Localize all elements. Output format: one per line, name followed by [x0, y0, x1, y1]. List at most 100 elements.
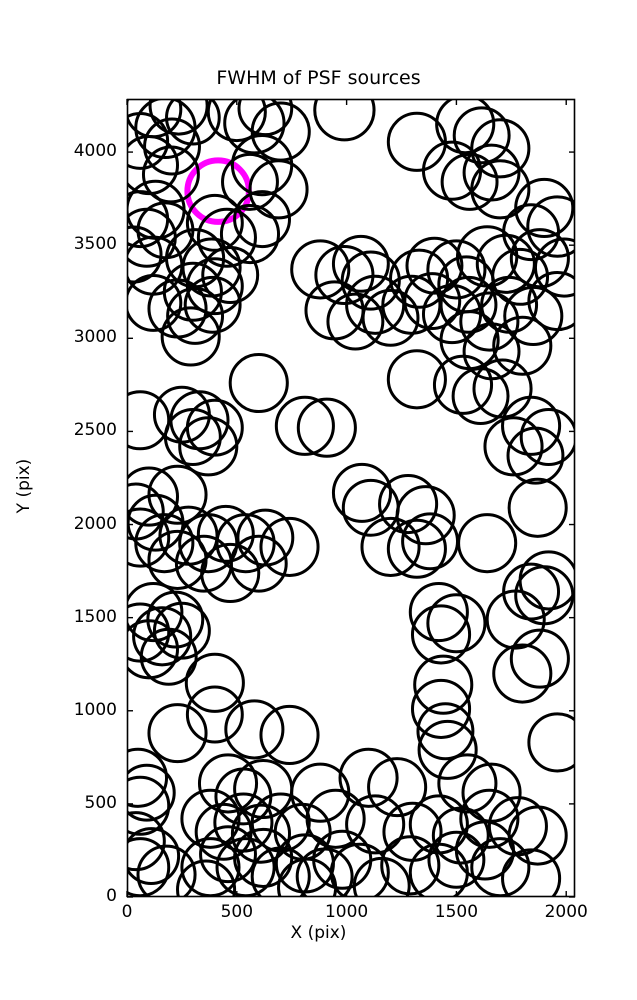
- psf-source-marker[interactable]: [274, 395, 335, 456]
- psf-source-marker[interactable]: [340, 250, 401, 311]
- psf-source-marker[interactable]: [206, 83, 267, 143]
- psf-source-marker[interactable]: [185, 685, 244, 744]
- psf-source-marker[interactable]: [410, 678, 472, 739]
- psf-source-marker[interactable]: [367, 757, 428, 818]
- psf-source-marker[interactable]: [134, 513, 195, 574]
- psf-source-marker[interactable]: [338, 747, 399, 808]
- psf-source-marker[interactable]: [472, 358, 533, 419]
- psf-source-marker[interactable]: [120, 466, 180, 527]
- psf-source-marker[interactable]: [403, 272, 462, 331]
- psf-source-marker[interactable]: [483, 416, 544, 477]
- psf-source-marker[interactable]: [200, 542, 261, 604]
- psf-source-marker[interactable]: [492, 643, 553, 704]
- psf-source-marker[interactable]: [519, 408, 576, 466]
- psf-source-marker[interactable]: [527, 271, 586, 332]
- psf-source-marker[interactable]: [277, 857, 338, 916]
- psf-source-marker[interactable]: [185, 193, 244, 252]
- psf-source-marker[interactable]: [248, 159, 309, 220]
- psf-source-marker[interactable]: [233, 758, 294, 820]
- psf-source-marker[interactable]: [361, 288, 420, 347]
- psf-source-marker[interactable]: [230, 803, 292, 864]
- psf-source-marker[interactable]: [196, 504, 255, 563]
- psf-source-marker[interactable]: [197, 753, 259, 814]
- psf-source-marker[interactable]: [112, 390, 171, 451]
- psf-source-marker[interactable]: [160, 306, 221, 367]
- psf-source-marker[interactable]: [233, 827, 294, 888]
- psf-source-marker[interactable]: [491, 247, 550, 306]
- psf-source-marker[interactable]: [459, 291, 520, 352]
- psf-source-marker[interactable]: [196, 207, 257, 268]
- psf-source-marker[interactable]: [109, 747, 169, 808]
- psf-source-marker[interactable]: [492, 315, 553, 376]
- psf-source-marker[interactable]: [290, 239, 351, 300]
- psf-source-marker[interactable]: [162, 261, 223, 322]
- psf-source-marker[interactable]: [386, 518, 447, 579]
- psf-source-marker[interactable]: [329, 842, 390, 901]
- psf-source-marker[interactable]: [214, 767, 273, 826]
- psf-source-marker[interactable]: [119, 763, 176, 822]
- psf-source-marker[interactable]: [163, 408, 222, 466]
- psf-source-marker[interactable]: [426, 239, 487, 300]
- psf-source-marker[interactable]: [386, 349, 447, 410]
- psf-source-marker[interactable]: [326, 292, 385, 351]
- psf-source-marker[interactable]: [331, 234, 390, 293]
- psf-source-marker[interactable]: [462, 143, 521, 202]
- psf-source-marker[interactable]: [380, 835, 441, 896]
- psf-source-marker[interactable]: [452, 106, 511, 165]
- psf-source-marker[interactable]: [506, 426, 565, 485]
- psf-source-marker[interactable]: [514, 565, 575, 626]
- psf-source-marker[interactable]: [148, 77, 209, 136]
- psf-source-marker[interactable]: [228, 352, 289, 414]
- psf-source-marker[interactable]: [221, 152, 279, 211]
- psf-source-marker[interactable]: [107, 811, 166, 872]
- psf-source-marker[interactable]: [305, 788, 366, 849]
- psf-source-marker[interactable]: [199, 825, 257, 884]
- psf-source-marker[interactable]: [304, 280, 365, 341]
- psf-source-marker[interactable]: [180, 788, 241, 849]
- psf-source-marker[interactable]: [132, 606, 193, 667]
- psf-source-marker[interactable]: [439, 275, 498, 334]
- psf-source-marker[interactable]: [152, 601, 211, 660]
- psf-source-marker[interactable]: [533, 237, 592, 298]
- psf-source-marker[interactable]: [352, 856, 411, 913]
- psf-source-marker[interactable]: [143, 117, 201, 176]
- psf-source-marker[interactable]: [296, 397, 357, 458]
- psf-source-marker[interactable]: [125, 582, 184, 643]
- psf-source-marker[interactable]: [426, 593, 487, 654]
- psf-source-marker[interactable]: [184, 652, 245, 713]
- psf-source-marker[interactable]: [178, 416, 239, 477]
- psf-source-marker[interactable]: [417, 719, 478, 780]
- psf-source-marker[interactable]: [437, 753, 498, 814]
- psf-source-marker[interactable]: [470, 159, 531, 220]
- psf-source-marker[interactable]: [233, 190, 292, 249]
- psf-source-marker[interactable]: [223, 94, 286, 155]
- psf-source-marker[interactable]: [229, 534, 288, 593]
- psf-source-marker[interactable]: [259, 704, 320, 766]
- psf-source-marker[interactable]: [136, 844, 197, 903]
- psf-source-marker[interactable]: [360, 516, 421, 577]
- psf-source-marker[interactable]: [378, 474, 439, 535]
- psf-source-marker[interactable]: [176, 859, 237, 918]
- psf-source-marker[interactable]: [331, 462, 393, 523]
- psf-source-marker[interactable]: [219, 203, 281, 265]
- psf-source-marker[interactable]: [313, 81, 376, 142]
- psf-source-marker[interactable]: [312, 829, 373, 890]
- psf-source-marker[interactable]: [435, 96, 496, 155]
- psf-source-marker[interactable]: [408, 582, 469, 643]
- psf-source-marker[interactable]: [410, 604, 472, 665]
- psf-source-marker[interactable]: [395, 485, 456, 546]
- psf-source-marker[interactable]: [124, 827, 181, 885]
- psf-source-marker[interactable]: [273, 802, 332, 861]
- psf-source-marker[interactable]: [215, 513, 276, 574]
- psf-source-marker[interactable]: [432, 354, 494, 415]
- psf-source-marker[interactable]: [201, 246, 260, 304]
- psf-source-marker[interactable]: [507, 477, 568, 538]
- psf-source-marker[interactable]: [459, 788, 520, 849]
- psf-source-marker[interactable]: [259, 516, 320, 577]
- psf-source-marker[interactable]: [416, 702, 475, 761]
- psf-source-marker[interactable]: [112, 507, 171, 568]
- psf-source-marker[interactable]: [295, 847, 354, 904]
- psf-source-marker[interactable]: [147, 703, 208, 764]
- psf-source-marker[interactable]: [139, 627, 198, 686]
